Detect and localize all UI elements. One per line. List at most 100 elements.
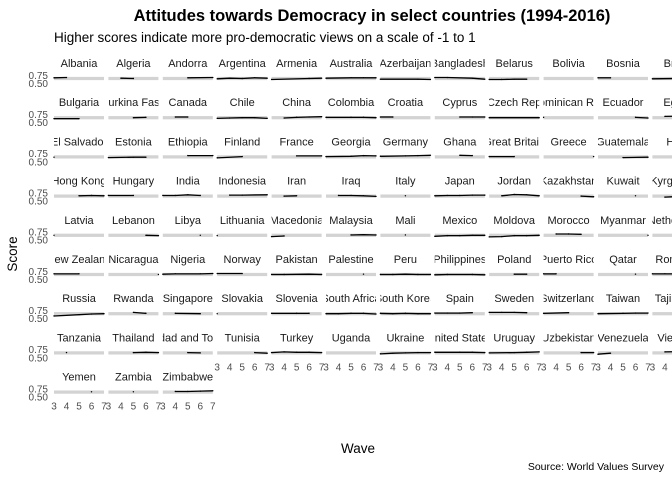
data-point: [157, 273, 160, 276]
data-point: [308, 116, 310, 118]
facet-label: Haiti: [666, 136, 672, 148]
facet-label: United States: [427, 332, 494, 344]
x-tick-label: 7: [536, 362, 542, 373]
data-point: [199, 273, 201, 275]
data-point: [320, 155, 323, 157]
series-line: [338, 194, 377, 198]
series-line: [254, 351, 268, 354]
data-point: [337, 313, 340, 315]
facet-panel-zimbabwe: Zimbabwe: [162, 372, 214, 394]
facet-label: Egypt: [663, 97, 672, 109]
data-point: [90, 194, 93, 197]
data-point: [325, 313, 327, 315]
data-point: [174, 194, 176, 197]
x-tick-label: 6: [578, 362, 584, 373]
data-point: [647, 312, 649, 314]
facet-label: Malaysia: [329, 215, 373, 227]
data-point: [597, 353, 599, 355]
facet-panel-hong-kong: Hong Kong: [54, 176, 105, 198]
facet-label: Australia: [330, 58, 374, 70]
data-point: [320, 351, 323, 354]
y-tick-label: 0.50: [29, 196, 49, 207]
x-tick-label: 3: [160, 402, 166, 413]
facet-label: Colombia: [328, 97, 375, 109]
facet-panel-morocco: Morocco: [543, 215, 594, 237]
x-tick-label: 5: [511, 362, 517, 373]
series-line: [271, 235, 285, 238]
reference-band: [326, 272, 376, 277]
x-tick-label: 3: [51, 402, 57, 413]
data-point: [634, 195, 637, 197]
data-point: [145, 351, 147, 353]
data-point: [538, 234, 540, 236]
data-point: [241, 194, 243, 196]
data-point: [446, 312, 448, 314]
data-point: [120, 77, 122, 79]
data-point: [320, 273, 323, 276]
x-tick-label: 7: [591, 362, 597, 373]
data-point: [379, 273, 382, 276]
data-point: [212, 272, 214, 275]
data-point: [429, 313, 432, 315]
facet-panel-yemen: Yemen: [54, 372, 104, 394]
data-point: [199, 234, 201, 236]
x-tick-label: 7: [645, 362, 651, 373]
y-tick-label: 0.75: [29, 345, 49, 356]
facet-label: Germany: [383, 136, 429, 148]
data-point: [145, 116, 147, 119]
data-point: [379, 78, 382, 80]
series-line: [635, 116, 649, 119]
x-tick-label: 5: [294, 362, 300, 373]
data-point: [266, 117, 268, 120]
facet-label: Mali: [395, 215, 415, 227]
data-point: [103, 313, 105, 315]
facet-panel-south-korea: South Korea: [379, 293, 432, 316]
facet-label: Trinidad and Tobago: [138, 332, 238, 344]
facet-label: Mexico: [442, 215, 477, 227]
data-point: [392, 116, 394, 118]
facet-label: Pakistan: [275, 254, 317, 266]
reference-band: [543, 272, 594, 277]
data-point: [174, 312, 176, 315]
data-point: [429, 351, 432, 354]
data-point: [308, 77, 310, 80]
data-point: [90, 391, 93, 393]
x-tick-label: 7: [373, 362, 379, 373]
facet-label: Bolivia: [552, 58, 585, 70]
data-point: [471, 234, 473, 236]
facet-panels: Albania Algeria Andorra Argentina Armenia Aus…: [51, 58, 672, 394]
data-point: [471, 154, 473, 157]
facet-label: Guatemala: [596, 136, 651, 148]
x-tick-label: 7: [428, 362, 434, 373]
facet-label: Burkina Faso: [101, 97, 166, 109]
series-line: [543, 312, 569, 315]
data-point: [362, 312, 365, 315]
facet-label: Argentina: [219, 58, 267, 70]
reference-band: [54, 76, 104, 81]
data-point: [350, 155, 352, 157]
facet-panel-australia: Australia: [325, 58, 377, 81]
facet-panel-haiti: Haiti: [652, 136, 672, 159]
data-point: [174, 116, 176, 118]
data-point: [283, 117, 285, 119]
data-point: [266, 77, 268, 79]
x-tick-label: 3: [650, 362, 656, 373]
facet-label: Macedonia: [270, 215, 325, 227]
reference-band: [652, 116, 672, 120]
facet-label: Azerbaijan: [379, 58, 431, 70]
data-point: [283, 351, 285, 353]
data-point: [542, 116, 545, 119]
data-point: [404, 273, 407, 275]
y-tick-label: 0.75: [29, 228, 49, 239]
data-point: [283, 235, 285, 237]
facet-label: El Salvador: [51, 136, 108, 148]
facet-panel-greece: Greece: [543, 136, 595, 159]
facet-label: Ghana: [443, 136, 477, 148]
reference-band: [434, 155, 485, 159]
data-point: [53, 315, 55, 317]
data-point: [53, 273, 55, 275]
facet-panel-mexico: Mexico: [434, 215, 486, 237]
facet-panel-estonia: Estonia: [107, 136, 159, 159]
facet-panel-russia: Russia: [53, 293, 105, 317]
facet-label: Nigeria: [170, 254, 206, 266]
